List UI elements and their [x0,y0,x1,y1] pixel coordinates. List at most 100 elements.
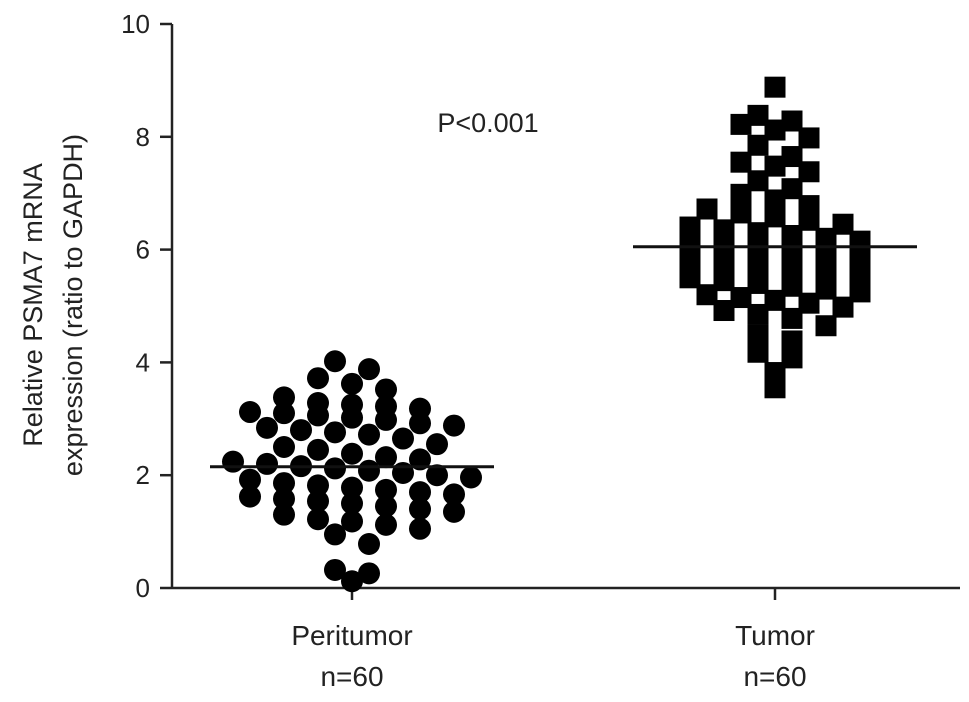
data-point-square [764,206,786,228]
data-point-circle [358,562,380,585]
data-point-circle [409,481,431,504]
data-point-circle [375,446,397,469]
data-point-square [781,110,803,132]
data-point-circle [443,500,465,523]
y-axis-label-line-2: expression (ratio to GAPDH) [58,134,88,476]
data-point-square [815,244,837,266]
data-point-circle [324,558,346,581]
data-point-circle [375,395,397,418]
data-point-circle [273,487,295,510]
data-point-square [798,195,820,217]
y-tick-label: 0 [136,573,150,603]
data-point-circle [358,358,380,381]
data-point-circle [341,393,363,416]
data-point-circle [307,490,329,513]
data-point-square [798,161,820,183]
data-point-square [747,239,769,261]
data-point-square [730,202,752,224]
x-category-label: Peritumor [291,620,412,651]
data-point-square [764,76,786,98]
data-point-circle [239,401,261,424]
data-point-square [679,267,701,289]
data-point-square [696,284,718,306]
data-point-square [747,256,769,278]
data-point-circle [307,438,329,461]
data-point-circle [426,433,448,456]
data-point-circle [256,416,278,439]
data-point-square [781,330,803,352]
data-point-square [730,151,752,173]
data-point-square [764,119,786,141]
data-point-square [849,247,871,269]
data-point-circle [341,476,363,499]
data-point-circle [307,392,329,415]
data-point-square [747,272,769,294]
data-point-square [764,155,786,177]
data-point-square [815,261,837,283]
data-point-square [679,216,701,238]
y-axis-label: Relative PSMA7 mRNA expression (ratio to… [18,134,88,476]
data-point-square [815,315,837,337]
data-point-circle [392,427,414,450]
data-point-square [713,253,735,275]
y-tick-label: 8 [136,122,150,152]
data-point-circle [273,503,295,526]
data-point-square [747,222,769,244]
data-point-circle [426,464,448,487]
data-point-square [730,183,752,205]
data-point-circle [409,397,431,420]
data-point-square [849,264,871,286]
data-points [222,76,871,593]
data-point-square [713,219,735,241]
data-point-square [781,225,803,246]
x-category-count: n=60 [320,661,383,692]
data-point-circle [256,452,278,475]
data-point-circle [341,372,363,395]
data-point-square [747,104,769,126]
data-point-circle [273,386,295,409]
data-point-circle [409,517,431,540]
y-tick-label: 2 [136,460,150,490]
data-point-circle [324,457,346,480]
data-point-square [747,324,769,346]
data-point-square [781,178,803,200]
data-point-circle [341,492,363,515]
data-point-circle [341,570,363,593]
x-axis: Peritumor n=60 Tumor n=60 [172,586,960,692]
data-point-circle [324,523,346,546]
data-point-square [713,300,735,322]
data-point-circle [409,448,431,471]
data-point-square [747,134,769,156]
y-tick-label: 6 [136,235,150,265]
data-point-circle [222,450,244,473]
data-point-square [679,250,701,272]
data-point-circle [358,459,380,482]
data-point-circle [443,414,465,437]
data-point-square [781,307,803,329]
data-point-circle [273,436,295,458]
data-point-circle [341,510,363,533]
x-category-label: Tumor [735,620,815,651]
data-point-circle [460,466,482,489]
data-point-circle [290,419,312,442]
data-point-circle [375,378,397,401]
data-point-square [747,303,769,325]
data-point-square [730,113,752,135]
y-axis-label-line-1: Relative PSMA7 mRNA [18,163,48,447]
data-point-circle [358,533,380,556]
data-point-circle [307,508,329,531]
data-point-square [679,233,701,255]
data-point-circle [307,474,329,497]
data-point-square [815,278,837,300]
p-value-annotation: P<0.001 [437,108,538,138]
data-point-circle [409,498,431,521]
data-point-square [713,270,735,292]
data-point-square [730,287,752,309]
data-point-circle [358,423,380,446]
data-point-square [747,341,769,363]
data-point-circle [341,442,363,465]
data-point-square [832,296,854,318]
data-point-square [815,227,837,249]
data-point-circle [239,485,261,508]
